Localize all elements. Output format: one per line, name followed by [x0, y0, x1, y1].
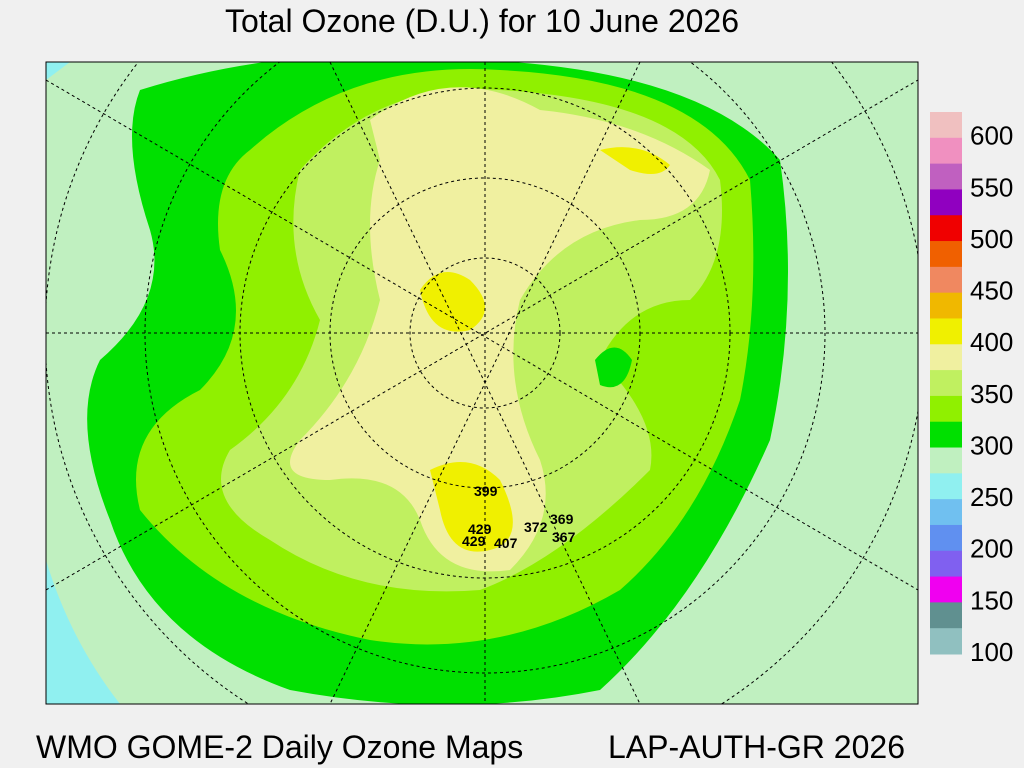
map: [46, 62, 918, 704]
legend-swatch: [930, 421, 962, 449]
latitude-circle: [409, 257, 561, 409]
legend-label: 550: [970, 172, 1013, 202]
meridian: [329, 62, 641, 704]
legend-swatch: [930, 137, 962, 165]
low-ozone-region: [46, 62, 120, 704]
map-frame: [45, 61, 919, 705]
station-value: 429: [462, 533, 486, 549]
legend-swatch: [930, 241, 962, 268]
legend-swatch: [930, 189, 962, 216]
legend-label: 100: [970, 637, 1013, 667]
legend-swatch: [930, 473, 962, 500]
ozone-425: [420, 147, 670, 552]
ozone-low-patch: [595, 347, 632, 388]
legend-label: 200: [970, 534, 1013, 564]
station-value: 369: [550, 511, 574, 527]
legend-swatch: [930, 395, 962, 423]
latitude-circle: [144, 62, 826, 674]
station-value: 367: [552, 529, 576, 545]
ozone-400: [290, 87, 710, 572]
legend-swatch: [930, 318, 962, 345]
legend-swatch: [930, 602, 962, 629]
station-value: 407: [494, 535, 518, 551]
legend-swatch: [930, 576, 962, 603]
legend-swatch: [930, 370, 962, 397]
legend-label: 450: [970, 276, 1013, 306]
legend-label: 300: [970, 430, 1013, 460]
station-value: 429: [468, 521, 492, 537]
legend-swatch: [930, 499, 962, 526]
footer-right: LAP-AUTH-GR 2026: [608, 729, 905, 765]
legend-label: 250: [970, 482, 1013, 512]
station-value: 372: [524, 519, 548, 535]
legend-label: 400: [970, 327, 1013, 357]
legend-swatch: [930, 266, 962, 294]
legend-label: 150: [970, 585, 1013, 615]
legend-swatch: [930, 550, 962, 578]
legend-swatch: [930, 112, 962, 139]
legend-swatch: [930, 292, 962, 319]
legend-swatch: [930, 215, 962, 242]
meridian: [46, 79, 918, 591]
title: Total Ozone (D.U.) for 10 June 2026: [225, 3, 739, 39]
legend-swatch: [930, 628, 962, 655]
legend-label: 350: [970, 379, 1013, 409]
legend-swatch: [930, 344, 962, 371]
legend-label: 600: [970, 121, 1013, 151]
station-value: 399: [474, 483, 498, 499]
legend-swatch: [930, 163, 962, 190]
legend-swatch: [930, 447, 962, 474]
footer-left: WMO GOME-2 Daily Ozone Maps: [36, 729, 523, 765]
legend-swatch: [930, 524, 962, 552]
legend-label: 500: [970, 224, 1013, 254]
color-legend: 600 550 500 450 400 350 300 250 200 150 100: [930, 112, 1013, 667]
